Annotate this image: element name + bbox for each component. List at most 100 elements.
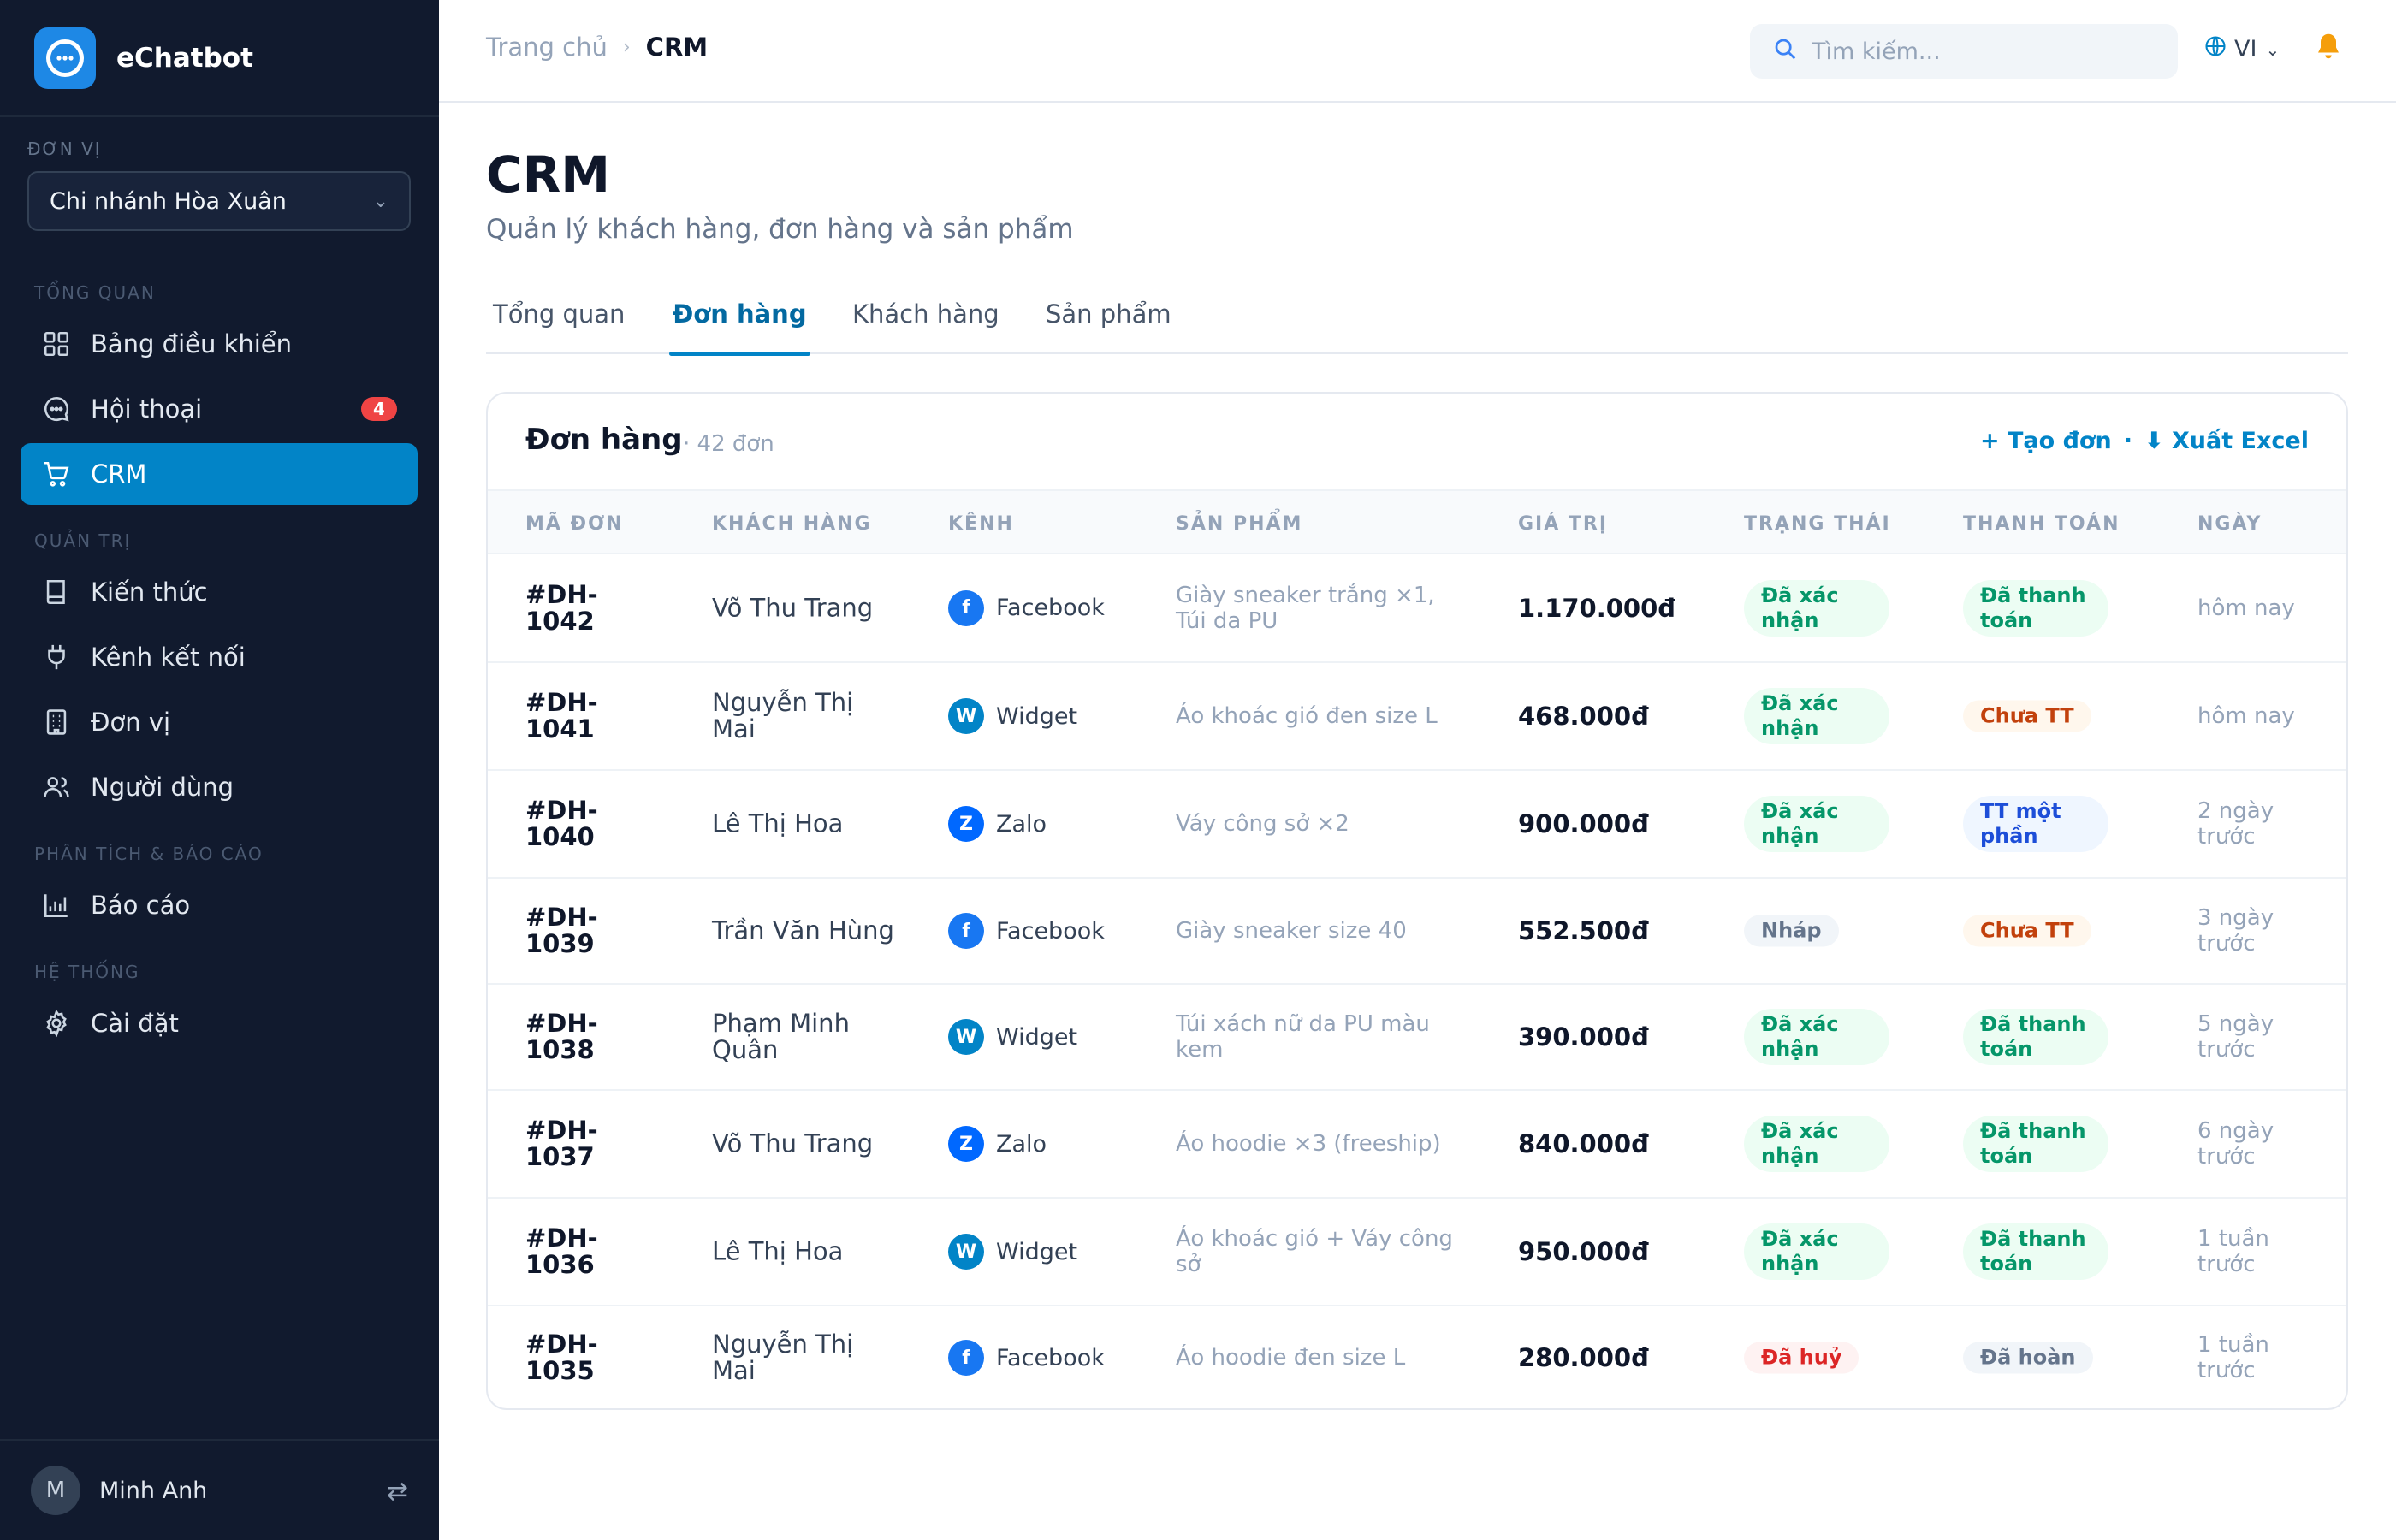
status-badge: Đã xác nhận (1744, 1223, 1889, 1280)
sidebar-item-dashboard[interactable]: Bảng điều khiển (21, 313, 418, 375)
sidebar-item-knowledge[interactable]: Kiến thức (21, 561, 418, 623)
sidebar-item-crm[interactable]: CRM (21, 443, 418, 505)
payment-badge: Chưa TT (1963, 915, 2091, 947)
payment-badge: TT một phần (1963, 796, 2108, 852)
product-summary: Áo hoodie đen size L (1176, 1345, 1406, 1371)
order-id[interactable]: #DH-1036 (525, 1223, 598, 1279)
breadcrumb: Trang chủ › CRM (486, 33, 708, 62)
product-summary: Giày sneaker size 40 (1176, 918, 1407, 944)
search-input[interactable] (1812, 38, 2154, 65)
bell-icon[interactable] (2313, 31, 2344, 69)
customer-name: Trần Văn Hùng (712, 915, 894, 945)
create-order-button[interactable]: + Tạo đơn (1979, 428, 2112, 454)
order-id[interactable]: #DH-1041 (525, 688, 598, 743)
column-header[interactable]: GIÁ TRỊ (1518, 513, 1609, 535)
user-profile[interactable]: M Minh Anh ⇄ (0, 1439, 439, 1540)
status-badge-label: Đã xác nhận (1744, 688, 1889, 744)
page-title: CRM (486, 145, 610, 204)
unit-select[interactable]: Chi nhánh Hòa Xuân ⌄ (27, 171, 411, 231)
orders-card-header: Đơn hàng · 42 đơn + Tạo đơn · ⬇ Xuất Exc… (488, 394, 2346, 489)
order-id[interactable]: #DH-1037 (525, 1116, 598, 1171)
gear-icon (39, 1006, 74, 1040)
sidebar-item-label: Kênh kết nối (91, 643, 246, 672)
unread-badge: 4 (361, 397, 397, 421)
chat-icon (39, 392, 74, 426)
order-id[interactable]: #DH-1042 (525, 579, 598, 636)
payment-badge-label: Chưa TT (1963, 700, 2091, 732)
table-row[interactable]: #DH-1037 Võ Thu Trang Z Zalo Áo hoodie ×3 (f… (488, 1091, 2346, 1199)
customer-name: Võ Thu Trang (712, 593, 874, 622)
table-row[interactable]: #DH-1042 Võ Thu Trang f Facebook Giày sneake… (488, 554, 2346, 663)
column-header[interactable]: SẢN PHẨM (1176, 513, 1303, 535)
channel-name: Widget (996, 702, 1078, 730)
sidebar-item-conversations[interactable]: Hội thoại 4 (21, 378, 418, 440)
order-id[interactable]: #DH-1038 (525, 1009, 598, 1064)
channel: f Facebook (948, 589, 1105, 626)
cart-icon (39, 457, 74, 491)
payment-badge: Đã hoàn (1963, 1342, 2093, 1374)
payment-badge: Đã thanh toán (1963, 1223, 2108, 1280)
order-id[interactable]: #DH-1035 (525, 1330, 598, 1385)
orders-count: · 42 đơn (683, 431, 774, 457)
table-row[interactable]: #DH-1039 Trần Văn Hùng f Facebook Giày sneak… (488, 879, 2346, 985)
tab-customers[interactable]: Khách hàng (852, 299, 999, 329)
tab-orders[interactable]: Đơn hàng (669, 299, 810, 356)
channel: W Widget (948, 1234, 1077, 1270)
search-box[interactable] (1750, 24, 2178, 79)
column-header[interactable]: THANH TOÁN (1963, 513, 2120, 535)
order-date: 3 ngày trước (2197, 905, 2274, 957)
table-row[interactable]: #DH-1038 Phạm Minh Quân W Widget Túi xách nữ… (488, 985, 2346, 1091)
widget-icon: W (948, 1019, 984, 1055)
tab-overview[interactable]: Tổng quan (493, 299, 626, 329)
sidebar-item-label: Bảng điều khiển (91, 329, 293, 358)
sidebar-item-channels[interactable]: Kênh kết nối (21, 626, 418, 688)
grid-icon (39, 327, 74, 361)
status-badge-label: Nháp (1744, 915, 1839, 947)
column-header[interactable]: TRẠNG THÁI (1744, 513, 1891, 535)
sidebar-item-label: Đơn vị (91, 708, 171, 737)
section-system: HỆ THỐNG (34, 962, 140, 982)
table-row[interactable]: #DH-1040 Lê Thị Hoa Z Zalo Váy công sở ×2 900… (488, 771, 2346, 879)
facebook-icon: f (948, 1340, 984, 1376)
building-icon (39, 705, 74, 739)
column-header[interactable]: KÊNH (948, 513, 1014, 535)
breadcrumb-home[interactable]: Trang chủ (486, 33, 608, 62)
chart-icon (39, 888, 74, 922)
column-header[interactable]: MÃ ĐƠN (525, 513, 624, 535)
search-icon (1772, 36, 1798, 68)
product-summary: Áo khoác gió đen size L (1176, 703, 1438, 729)
product-summary: Túi xách nữ da PU màu kem (1176, 1011, 1430, 1063)
order-id[interactable]: #DH-1039 (525, 903, 598, 958)
table-row[interactable]: #DH-1041 Nguyễn Thị Mai W Widget Áo khoác gi… (488, 663, 2346, 771)
payment-badge: Chưa TT (1963, 700, 2091, 732)
export-excel-button[interactable]: ⬇ Xuất Excel (2144, 428, 2309, 454)
table-row[interactable]: #DH-1036 Lê Thị Hoa W Widget Áo khoác gió + … (488, 1199, 2346, 1306)
payment-badge-label: TT một phần (1963, 796, 2108, 852)
sidebar-item-label: CRM (91, 459, 147, 489)
chatbot-logo-icon (34, 27, 96, 89)
sidebar-item-units[interactable]: Đơn vị (21, 691, 418, 753)
status-badge: Nháp (1744, 915, 1839, 947)
payment-badge-label: Đã thanh toán (1963, 1223, 2108, 1280)
order-id[interactable]: #DH-1040 (525, 796, 598, 851)
customer-name: Lê Thị Hoa (712, 1236, 844, 1266)
plug-icon (39, 640, 74, 674)
tab-products[interactable]: Sản phẩm (1046, 299, 1171, 329)
table-row[interactable]: #DH-1035 Nguyễn Thị Mai f Facebook Áo hoodie… (488, 1306, 2346, 1408)
facebook-icon: f (948, 589, 984, 626)
status-badge-label: Đã huỷ (1744, 1342, 1859, 1374)
channel-name: Facebook (996, 1344, 1105, 1371)
column-header[interactable]: NGÀY (2197, 513, 2263, 535)
order-value: 950.000đ (1518, 1237, 1649, 1266)
customer-name: Phạm Minh Quân (712, 1009, 850, 1064)
sidebar-item-settings[interactable]: Cài đặt (21, 992, 418, 1054)
column-header[interactable]: KHÁCH HÀNG (712, 513, 872, 535)
status-badge: Đã xác nhận (1744, 688, 1889, 744)
channel-name: Widget (996, 1023, 1078, 1051)
sidebar-item-users[interactable]: Người dùng (21, 756, 418, 818)
language-selector[interactable]: VI ⌄ (2203, 34, 2280, 64)
sidebar-item-reports[interactable]: Báo cáo (21, 874, 418, 936)
switch-account-icon[interactable]: ⇄ (386, 1477, 408, 1507)
order-value: 468.000đ (1518, 702, 1649, 731)
table-header: MÃ ĐƠN KHÁCH HÀNG KÊNH SẢN PHẨM GIÁ TRỊ … (488, 489, 2346, 554)
